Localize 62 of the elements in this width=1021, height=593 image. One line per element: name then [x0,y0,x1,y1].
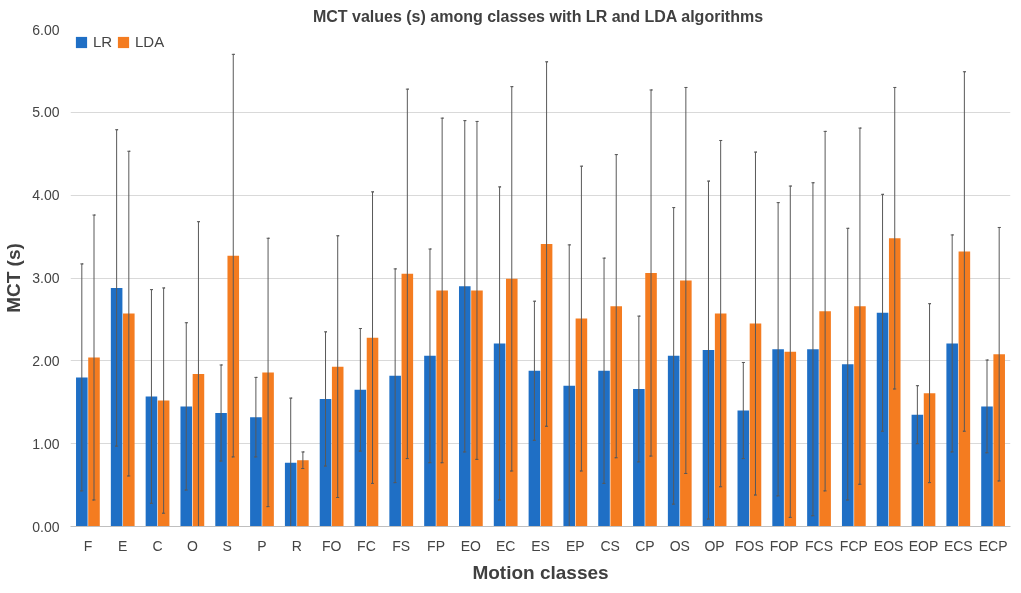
bar [227,255,240,527]
bar [76,377,88,527]
y-axis-title: MCT (s) [3,243,25,313]
bar [737,410,750,527]
x-tick-label: P [257,537,267,554]
x-tick-label: EO [460,537,482,554]
x-tick-label: EC [495,537,516,554]
bar [180,406,193,527]
x-tick-label: FC [357,537,376,554]
bar [946,343,958,527]
bar [319,398,332,527]
bar [297,460,309,527]
x-tick-label: FCP [839,537,868,554]
x-tick-label: FP [427,537,445,554]
bar [250,417,262,527]
bar [888,238,901,527]
x-tick-label: FO [321,537,342,554]
x-axis-title: Motion classes [472,561,609,583]
bar [876,312,889,527]
bar [354,389,367,527]
x-tick-label: FCS [805,537,834,554]
x-tick-label: E [118,537,128,554]
y-tick-label: 1.00 [32,435,60,452]
y-tick-label: 2.00 [32,352,60,369]
y-tick-label: 3.00 [32,270,60,286]
y-tick-label: 0.00 [32,518,60,535]
x-tick-label: ECS [943,537,973,554]
x-tick-label: FOS [735,537,764,554]
x-tick-label: R [291,537,302,554]
x-tick-label: EOS [873,537,904,554]
bar [215,413,227,527]
bar [610,306,623,527]
bar [993,354,1005,527]
bar [458,286,471,527]
x-tick-label: ECP [978,537,1008,554]
x-tick-label: CS [600,537,620,554]
x-tick-label: ES [531,537,550,554]
x-tick-label: F [83,537,93,554]
bar [505,278,518,527]
x-tick-label: C [152,537,163,554]
y-tick-label: 6.00 [32,21,60,38]
chart-title: MCT values (s) among classes with LR and LDA algorithms [312,7,764,25]
bar [123,313,135,527]
bar [841,364,854,527]
x-tick-label: OS [669,537,690,554]
bar [528,370,541,527]
bar [911,414,924,527]
x-tick-label: S [222,537,232,554]
legend-label: LR [93,33,113,50]
x-tick-label: FS [392,537,411,554]
bar [633,389,645,527]
x-tick-label: CP [635,537,655,554]
bar [563,385,576,527]
x-tick-label: EP [565,537,585,554]
x-tick-label: FOP [769,537,799,554]
x-tick-label: OP [704,537,725,554]
x-tick-label: O [186,537,198,554]
x-tick-label: EOP [908,537,939,554]
y-tick-label: 4.00 [32,187,60,204]
y-tick-label: 5.00 [32,104,60,121]
bar [981,406,993,527]
legend-label: LDA [135,33,165,50]
